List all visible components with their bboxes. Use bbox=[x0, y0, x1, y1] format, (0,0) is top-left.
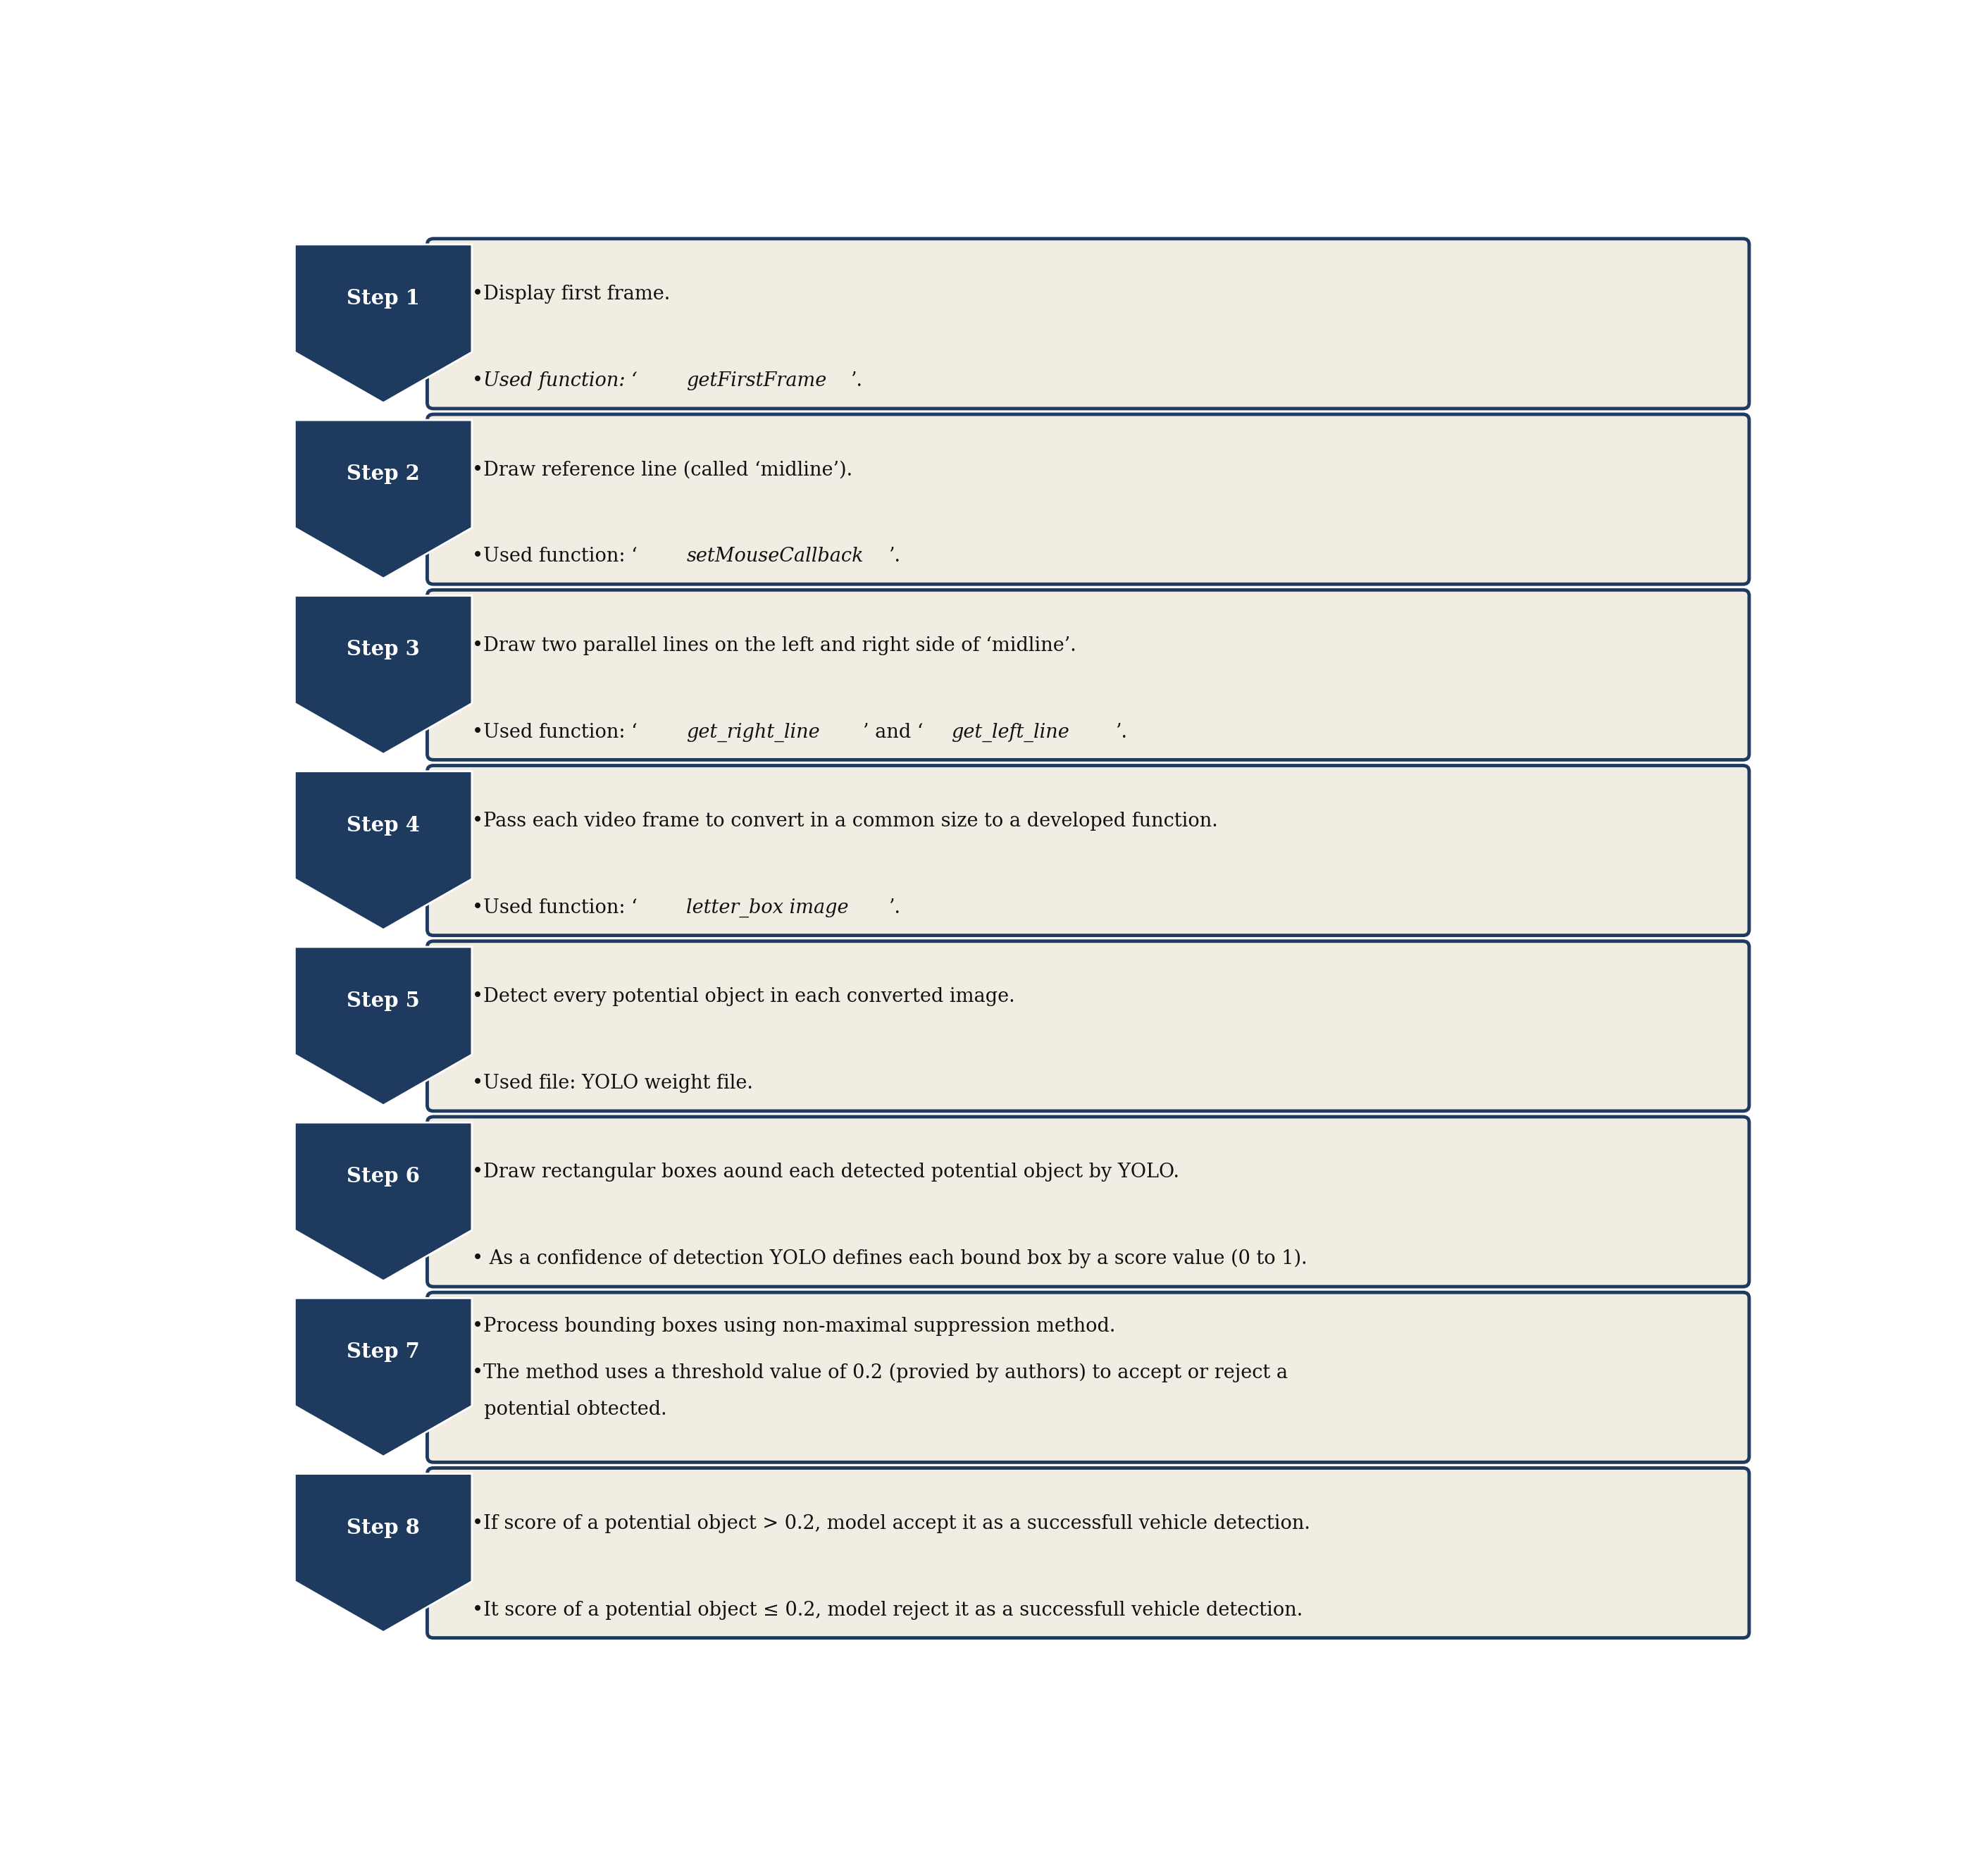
Text: •Used function: ‘: •Used function: ‘ bbox=[471, 546, 638, 567]
Text: setMouseCallback: setMouseCallback bbox=[686, 546, 863, 567]
Text: letter_box image: letter_box image bbox=[686, 897, 849, 918]
Text: ’.: ’. bbox=[1115, 723, 1127, 741]
Polygon shape bbox=[294, 245, 471, 403]
Polygon shape bbox=[294, 420, 471, 578]
FancyBboxPatch shape bbox=[427, 942, 1749, 1111]
Text: •Used file: YOLO weight file.: •Used file: YOLO weight file. bbox=[471, 1074, 753, 1093]
Text: ’.: ’. bbox=[889, 897, 901, 918]
Text: Step 5: Step 5 bbox=[346, 990, 419, 1011]
Polygon shape bbox=[294, 1473, 471, 1631]
Polygon shape bbox=[294, 596, 471, 754]
Text: •Draw two parallel lines on the left and right side of ‘midline’.: •Draw two parallel lines on the left and… bbox=[471, 635, 1076, 656]
Text: potential obtected.: potential obtected. bbox=[471, 1401, 666, 1420]
Text: •Pass each video frame to convert in a common size to a developed function.: •Pass each video frame to convert in a c… bbox=[471, 812, 1219, 831]
Text: • As a confidence of detection YOLO defines each bound box by a score value (0 t: • As a confidence of detection YOLO defi… bbox=[471, 1249, 1308, 1269]
Polygon shape bbox=[294, 948, 471, 1106]
Text: get_left_line: get_left_line bbox=[952, 723, 1070, 741]
Text: Step 1: Step 1 bbox=[346, 288, 419, 308]
FancyBboxPatch shape bbox=[427, 1468, 1749, 1639]
Text: getFirstFrame: getFirstFrame bbox=[686, 372, 827, 390]
Polygon shape bbox=[294, 1122, 471, 1280]
Text: Step 7: Step 7 bbox=[346, 1341, 419, 1362]
Text: •The method uses a threshold value of 0.2 (provied by authors) to accept or reje: •The method uses a threshold value of 0.… bbox=[471, 1364, 1288, 1382]
Text: •If score of a potential object > 0.2, model accept it as a successfull vehicle : •If score of a potential object > 0.2, m… bbox=[471, 1514, 1310, 1533]
FancyBboxPatch shape bbox=[427, 591, 1749, 760]
Text: •Draw reference line (called ‘midline’).: •Draw reference line (called ‘midline’). bbox=[471, 461, 853, 479]
Text: •Display first frame.: •Display first frame. bbox=[471, 284, 670, 305]
Text: •Used function: ‘: •Used function: ‘ bbox=[471, 372, 638, 390]
FancyBboxPatch shape bbox=[427, 1117, 1749, 1286]
Text: •Draw rectangular boxes aound each detected potential object by YOLO.: •Draw rectangular boxes aound each detec… bbox=[471, 1163, 1179, 1182]
Polygon shape bbox=[294, 1299, 471, 1457]
Text: Step 6: Step 6 bbox=[346, 1167, 419, 1187]
Text: Step 8: Step 8 bbox=[346, 1518, 419, 1538]
Text: •Process bounding boxes using non-maximal suppression method.: •Process bounding boxes using non-maxima… bbox=[471, 1317, 1115, 1336]
Text: •Used function: ‘: •Used function: ‘ bbox=[471, 897, 638, 918]
Text: Step 4: Step 4 bbox=[346, 816, 419, 836]
FancyBboxPatch shape bbox=[427, 765, 1749, 935]
Text: •Detect every potential object in each converted image.: •Detect every potential object in each c… bbox=[471, 987, 1014, 1007]
FancyBboxPatch shape bbox=[427, 414, 1749, 583]
FancyBboxPatch shape bbox=[427, 1293, 1749, 1462]
FancyBboxPatch shape bbox=[427, 238, 1749, 409]
Text: ’.: ’. bbox=[889, 546, 901, 567]
Text: Step 3: Step 3 bbox=[346, 639, 419, 660]
Text: •Used function: ‘: •Used function: ‘ bbox=[471, 723, 638, 741]
Polygon shape bbox=[294, 771, 471, 929]
Text: ’ and ‘: ’ and ‘ bbox=[863, 723, 922, 741]
Text: Step 2: Step 2 bbox=[346, 464, 419, 485]
Text: ’.: ’. bbox=[851, 372, 863, 390]
Text: •It score of a potential object ≤ 0.2, model reject it as a successfull vehicle : •It score of a potential object ≤ 0.2, m… bbox=[471, 1600, 1302, 1620]
Text: get_right_line: get_right_line bbox=[686, 723, 819, 741]
